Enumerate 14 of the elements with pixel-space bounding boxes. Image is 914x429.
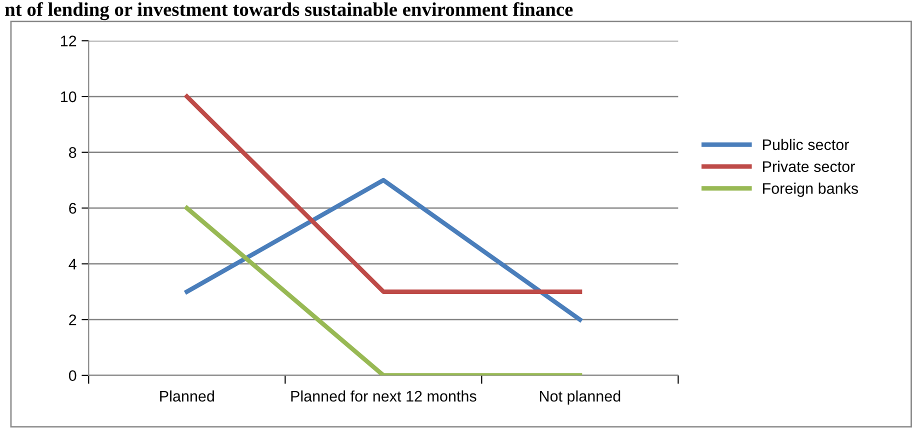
- y-tick-label: 12: [61, 36, 76, 46]
- chart-title: nt of lending or investment towards sustainable environment finance: [5, 2, 573, 20]
- legend-label: Public sector: [763, 138, 849, 150]
- y-tick-label: 10: [61, 91, 76, 102]
- legend-label: Private sector: [763, 160, 855, 172]
- y-tick-label: 2: [69, 314, 76, 326]
- y-tick-label: 8: [69, 147, 76, 158]
- legend-label: Foreign banks: [763, 182, 858, 197]
- y-tick-label: 6: [69, 202, 76, 214]
- y-tick-label: 0: [68, 370, 76, 382]
- x-tick-label: Not planned: [540, 390, 620, 405]
- y-tick-label: 4: [68, 258, 76, 270]
- x-tick-label: Planned: [160, 390, 214, 402]
- x-tick-label: Planned for next 12 months: [291, 390, 476, 402]
